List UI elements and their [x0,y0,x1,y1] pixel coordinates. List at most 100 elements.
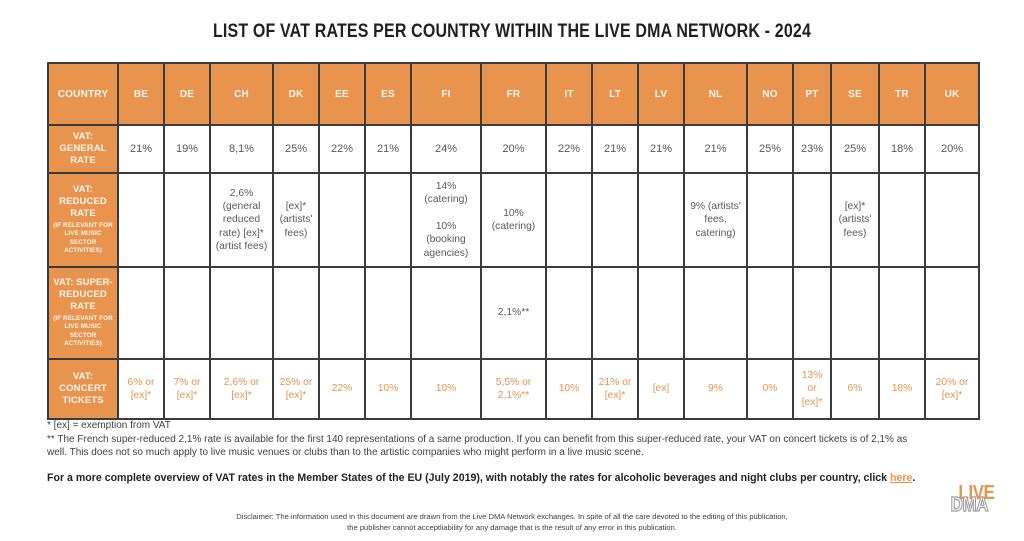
cell-reduced-rate-pt [792,172,832,268]
cell-concert-tickets-es: 10% [364,358,412,420]
table-row-general-rate: VAT: GENERAL RATE 21% 19% 8,1% 25% 22% 21% 24% 2… [47,124,980,174]
row-label-concert-tickets: VAT: CONCERT TICKETS [47,358,119,420]
disclaimer: Disclaimer: The information used in this… [0,512,1024,533]
cell-concert-tickets-nl: 9% [683,358,748,420]
cell-reduced-rate-se: [ex]* (artists' fees) [830,172,880,268]
cell-reduced-rate-lt [591,172,639,268]
cell-super-reduced-rate-no [746,266,794,360]
header-lt: LT [591,62,639,126]
cell-concert-tickets-dk: 25% or [ex]* [272,358,320,420]
row-sublabel-reduced-rate: (IF RELEVANT FOR LIVE MUSIC SECTOR ACTIV… [53,221,113,255]
table-header: COUNTRY BE DE CH DK EE ES FI FR IT LT LV NL NO PT SE TR U… [47,62,980,126]
cell-general-rate-it: 22% [545,124,593,174]
header-tr: TR [878,62,926,126]
cell-reduced-rate-dk: [ex]* (artists' fees) [272,172,320,268]
cell-concert-tickets-it: 10% [545,358,593,420]
cell-super-reduced-rate-it [545,266,593,360]
header-ee: EE [318,62,366,126]
footnotes: * [ex] = exemption from VAT ** The Frenc… [47,419,919,460]
cell-general-rate-fi: 24% [410,124,482,174]
overview-note: For a more complete overview of VAT rate… [47,472,977,486]
cell-concert-tickets-fr: 5,5% or 2,1%** [480,358,547,420]
cell-concert-tickets-fi: 10% [410,358,482,420]
cell-reduced-rate-nl: 9% (artists' fees, catering) [683,172,748,268]
logo-live-text: LIVE [957,482,995,504]
table-row-concert-tickets: VAT: CONCERT TICKETS 6% or [ex]* 7% or [ex… [47,358,980,420]
header-de: DE [163,62,211,126]
header-ch: CH [209,62,274,126]
cell-reduced-rate-no [746,172,794,268]
table-row-reduced-rate: VAT: REDUCED RATE (IF RELEVANT FOR LIVE M… [47,172,980,268]
table-header-row: COUNTRY BE DE CH DK EE ES FI FR IT LT LV NL NO PT SE TR U… [47,62,980,126]
header-uk: UK [924,62,980,126]
header-be: BE [117,62,165,126]
cell-super-reduced-rate-ee [318,266,366,360]
cell-super-reduced-rate-fr: 2,1%** [480,266,547,360]
cell-super-reduced-rate-ch [209,266,274,360]
cell-reduced-rate-fi: 14% (catering) 10% (booking agencies) [410,172,482,268]
cell-concert-tickets-se: 6% [830,358,880,420]
cell-general-rate-ee: 22% [318,124,366,174]
overview-period: . [912,472,916,484]
cell-super-reduced-rate-pt [792,266,832,360]
cell-general-rate-ch: 8,1% [209,124,274,174]
footnote-french-rate: ** The French super-reduced 2,1% rate is… [47,434,908,459]
cell-super-reduced-rate-de [163,266,211,360]
overview-here-link[interactable]: here [890,472,913,484]
cell-super-reduced-rate-lv [637,266,685,360]
header-fr: FR [480,62,547,126]
footnote-exemption: * [ex] = exemption from VAT [47,420,171,431]
cell-concert-tickets-pt: 13% or [ex]* [792,358,832,420]
header-es: ES [364,62,412,126]
cell-reduced-rate-lv [637,172,685,268]
cell-general-rate-lv: 21% [637,124,685,174]
cell-general-rate-uk: 20% [924,124,980,174]
header-country: COUNTRY [47,62,119,126]
cell-reduced-rate-tr [878,172,926,268]
cell-concert-tickets-be: 6% or [ex]* [117,358,165,420]
table-body: VAT: GENERAL RATE 21% 19% 8,1% 25% 22% 21% 24% 2… [47,124,980,420]
logo-dma-text: DMA [950,493,989,516]
cell-reduced-rate-es [364,172,412,268]
cell-reduced-rate-uk [924,172,980,268]
page-title: LIST OF VAT RATES PER COUNTRY WITHIN THE… [212,20,812,42]
cell-super-reduced-rate-es [364,266,412,360]
cell-general-rate-pt: 23% [792,124,832,174]
disclaimer-line-2: the publisher cannot acceptliability for… [347,522,677,532]
cell-concert-tickets-no: 0% [746,358,794,420]
header-se: SE [830,62,880,126]
live-dma-logo: LIVE DMA [924,482,994,528]
cell-super-reduced-rate-nl [683,266,748,360]
cell-super-reduced-rate-se [830,266,880,360]
cell-general-rate-de: 19% [163,124,211,174]
disclaimer-line-1: Disclaimer: The information used in this… [236,512,788,521]
cell-concert-tickets-ee: 22% [318,358,366,420]
vat-rates-table: COUNTRY BE DE CH DK EE ES FI FR IT LT LV NL NO PT SE TR U… [47,62,980,420]
cell-general-rate-no: 25% [746,124,794,174]
cell-super-reduced-rate-be [117,266,165,360]
row-label-reduced-rate: VAT: REDUCED RATE (IF RELEVANT FOR LIVE M… [47,172,119,268]
cell-general-rate-se: 25% [830,124,880,174]
cell-general-rate-be: 21% [117,124,165,174]
cell-concert-tickets-ch: 2,6% or [ex]* [209,358,274,420]
cell-reduced-rate-ch: 2,6% (general reduced rate) [ex]* (artis… [209,172,274,268]
cell-reduced-rate-de [163,172,211,268]
cell-super-reduced-rate-uk [924,266,980,360]
cell-general-rate-nl: 21% [683,124,748,174]
cell-general-rate-fr: 20% [480,124,547,174]
cell-concert-tickets-tr: 18% [878,358,926,420]
cell-general-rate-lt: 21% [591,124,639,174]
cell-reduced-rate-be [117,172,165,268]
cell-reduced-rate-it [545,172,593,268]
overview-text: For a more complete overview of VAT rate… [47,472,891,484]
cell-concert-tickets-de: 7% or [ex]* [163,358,211,420]
header-lv: LV [637,62,685,126]
row-label-super-reduced-rate: VAT: SUPER-REDUCED RATE (IF RELEVANT FOR … [47,266,119,360]
header-nl: NL [683,62,748,126]
cell-super-reduced-rate-dk [272,266,320,360]
cell-general-rate-tr: 18% [878,124,926,174]
cell-super-reduced-rate-tr [878,266,926,360]
table-row-super-reduced-rate: VAT: SUPER-REDUCED RATE (IF RELEVANT FOR … [47,266,980,360]
header-no: NO [746,62,794,126]
header-pt: PT [792,62,832,126]
